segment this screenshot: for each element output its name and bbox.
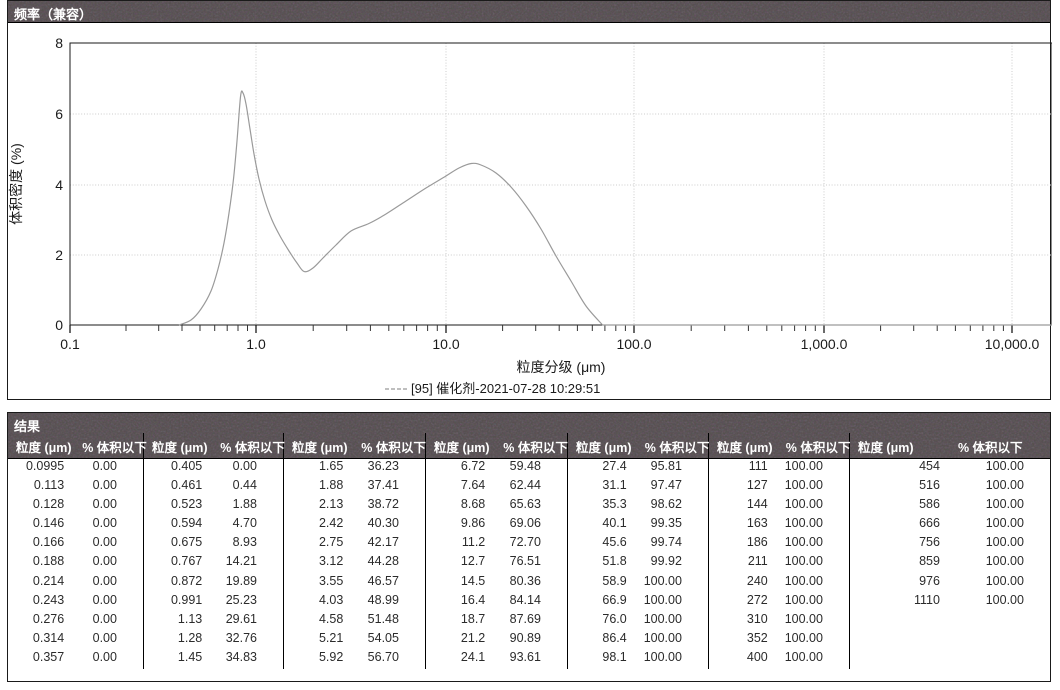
svg-text:10,000.0: 10,000.0 xyxy=(985,336,1040,352)
svg-text:1,000.0: 1,000.0 xyxy=(801,336,848,352)
svg-text:4: 4 xyxy=(55,177,63,193)
svg-text:6: 6 xyxy=(55,106,63,122)
svg-text:0.1: 0.1 xyxy=(60,336,80,352)
svg-text:8: 8 xyxy=(55,35,63,51)
svg-text:100.0: 100.0 xyxy=(616,336,651,352)
svg-text:[95] 催化剂-2021-07-28 10:29:51: [95] 催化剂-2021-07-28 10:29:51 xyxy=(411,381,600,396)
svg-text:0: 0 xyxy=(55,317,63,333)
svg-text:体积密度 (%): 体积密度 (%) xyxy=(8,143,24,225)
svg-text:1.0: 1.0 xyxy=(246,336,266,352)
svg-text:10.0: 10.0 xyxy=(432,336,459,352)
svg-text:粒度分级 (μm): 粒度分级 (μm) xyxy=(517,359,606,375)
svg-text:2: 2 xyxy=(55,247,63,263)
